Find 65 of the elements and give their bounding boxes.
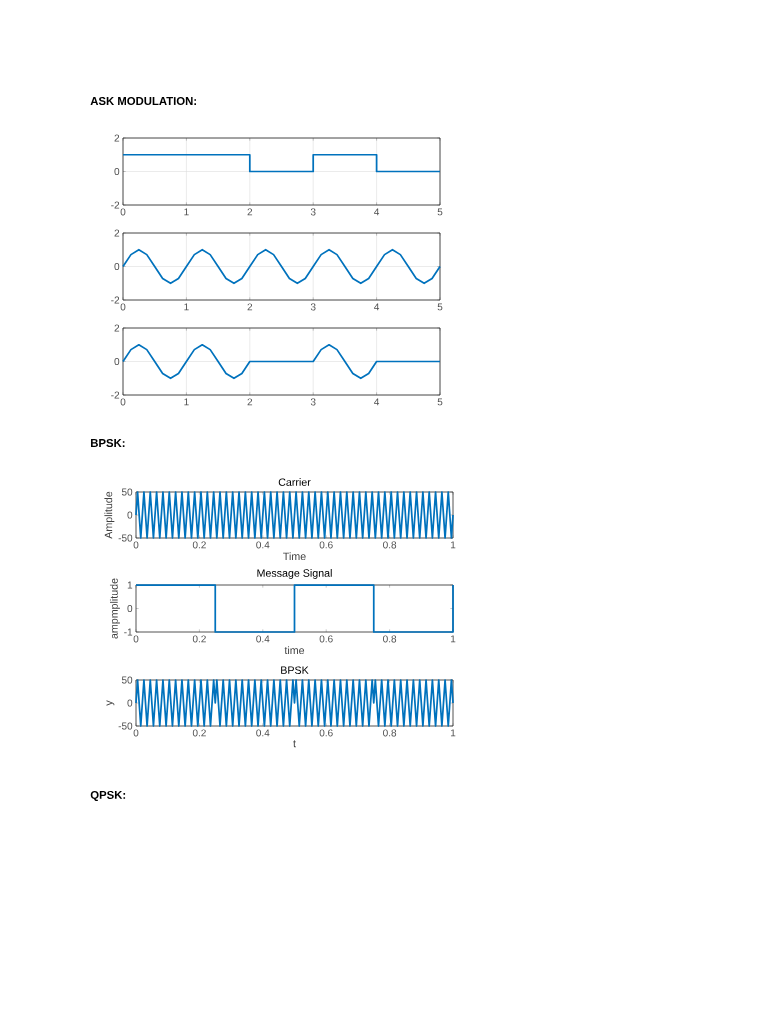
y-tick-label: -2	[111, 296, 120, 304]
y-tick-label: -1	[124, 628, 133, 636]
y-tick-label: 0	[127, 699, 133, 707]
x-tick-label: 1	[184, 303, 189, 311]
x-tick-label: 0.4	[256, 541, 270, 549]
x-tick-label: 0.8	[383, 729, 397, 737]
y-tick-label: -2	[111, 391, 120, 399]
y-tick-label: -50	[118, 534, 133, 542]
x-tick-label: 4	[374, 303, 380, 311]
text: ASK MODULATION:	[90, 97, 196, 106]
x-tick-label: 3	[310, 398, 316, 406]
x-tick-label: 0	[133, 635, 139, 643]
chart-title: Message Signal	[257, 569, 332, 579]
x-tick-label: 0.2	[192, 541, 206, 549]
x-tick-label: 0.6	[319, 635, 333, 643]
x-tick-label: 5	[437, 303, 443, 311]
x-axis-title: time	[284, 646, 305, 655]
y-tick-label: -2	[111, 201, 120, 209]
x-tick-label: 5	[437, 398, 443, 406]
text: BPSK:	[91, 439, 125, 448]
chart-title: BPSK	[281, 666, 309, 674]
y-tick-label: 2	[114, 324, 120, 332]
x-axis-title: t	[293, 740, 296, 748]
x-tick-label: 0	[133, 729, 139, 737]
x-tick-label: 2	[247, 398, 253, 406]
y-tick-label: 0	[127, 604, 133, 613]
x-tick-label: 0.8	[383, 635, 397, 643]
y-tick-label: 0	[127, 511, 133, 519]
y-tick-label: 0	[114, 262, 120, 271]
x-tick-label: 3	[310, 303, 316, 311]
x-tick-label: 4	[374, 398, 380, 406]
text: QPSK:	[90, 790, 126, 802]
y-tick-label: 2	[114, 134, 120, 142]
y-tick-label: -50	[118, 722, 133, 730]
x-tick-label: 0.8	[383, 541, 397, 549]
x-tick-label: 0.4	[256, 635, 270, 643]
y-axis-title: Amplitude	[104, 491, 115, 539]
x-tick-label: 1	[184, 398, 189, 406]
line-series	[122, 248, 441, 285]
y-axis-title: ampmplitude	[109, 578, 120, 639]
x-axis-title: Time	[283, 552, 306, 561]
x-tick-label: 5	[437, 208, 443, 216]
x-tick-label: 4	[374, 208, 380, 216]
x-tick-label: 3	[310, 208, 316, 216]
line-series	[122, 343, 441, 380]
x-tick-label: 0.4	[256, 729, 270, 737]
x-tick-label: 2	[247, 303, 253, 311]
x-tick-label: 0.2	[192, 729, 206, 737]
x-tick-label: 1	[450, 729, 456, 737]
x-tick-label: 0.6	[319, 729, 333, 737]
chart-title: Carrier	[278, 478, 311, 486]
y-tick-label: 1	[127, 581, 133, 589]
y-tick-label: 50	[121, 488, 133, 496]
x-tick-label: 0.2	[192, 635, 206, 643]
x-tick-label: 0	[133, 541, 139, 549]
y-tick-label: 2	[114, 229, 120, 237]
y-tick-label: 0	[114, 357, 120, 366]
x-tick-label: 1	[184, 208, 189, 216]
x-tick-label: 2	[247, 208, 253, 216]
x-tick-label: 1	[450, 541, 456, 549]
y-tick-label: 50	[121, 676, 133, 684]
x-tick-label: 1	[450, 635, 456, 643]
x-tick-label: 0.6	[319, 541, 333, 549]
y-axis-title: y	[106, 700, 115, 706]
y-tick-label: 0	[114, 167, 120, 176]
